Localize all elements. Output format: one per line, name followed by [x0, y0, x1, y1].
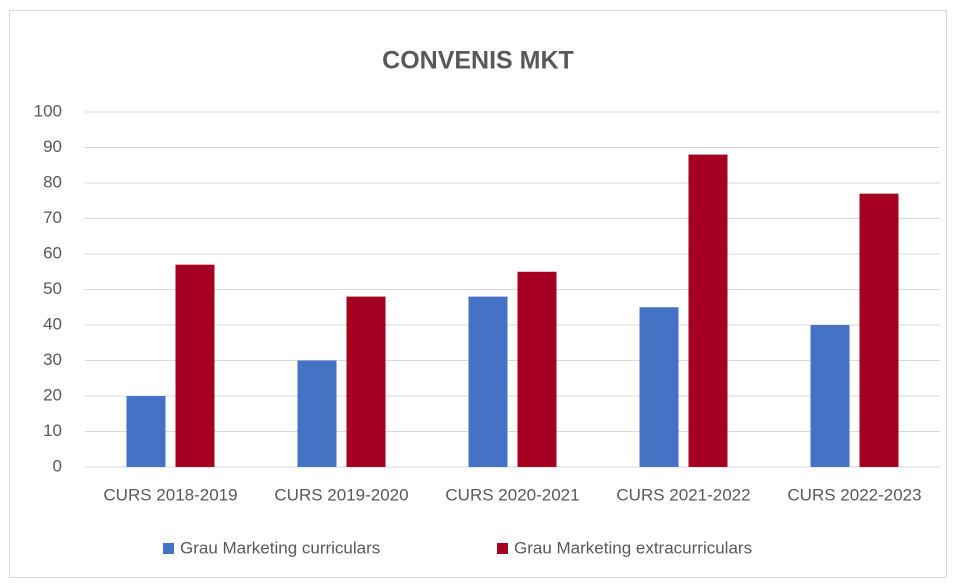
bar	[468, 296, 508, 467]
bar	[859, 193, 899, 467]
bar	[175, 264, 215, 467]
y-tick-label: 50	[43, 279, 62, 298]
legend-swatch	[497, 543, 508, 554]
y-tick-label: 90	[43, 137, 62, 156]
bar	[639, 307, 679, 467]
bar	[517, 271, 557, 467]
chart-title: CONVENIS MKT	[382, 47, 574, 75]
y-tick-label: 10	[43, 421, 62, 440]
y-tick-label: 60	[43, 243, 62, 262]
y-tick-label: 40	[43, 314, 62, 333]
bar	[688, 154, 728, 467]
x-tick-label: CURS 2021-2022	[616, 485, 750, 504]
x-tick-label: CURS 2022-2023	[787, 485, 921, 504]
legend-swatch	[163, 543, 174, 554]
legend-label: Grau Marketing extracurriculars	[514, 538, 752, 557]
bar	[297, 360, 337, 467]
x-tick-label: CURS 2018-2019	[103, 485, 237, 504]
y-tick-label: 80	[43, 172, 62, 191]
legend-label: Grau Marketing curriculars	[180, 538, 380, 557]
bar	[810, 325, 850, 467]
y-tick-label: 30	[43, 350, 62, 369]
y-tick-label: 0	[53, 456, 62, 475]
x-tick-label: CURS 2020-2021	[445, 485, 579, 504]
y-tick-label: 100	[34, 101, 62, 120]
y-tick-label: 20	[43, 385, 62, 404]
bar	[346, 296, 386, 467]
y-tick-label: 70	[43, 208, 62, 227]
chart-border	[9, 10, 947, 578]
bar	[126, 396, 166, 467]
x-tick-label: CURS 2019-2020	[274, 485, 408, 504]
